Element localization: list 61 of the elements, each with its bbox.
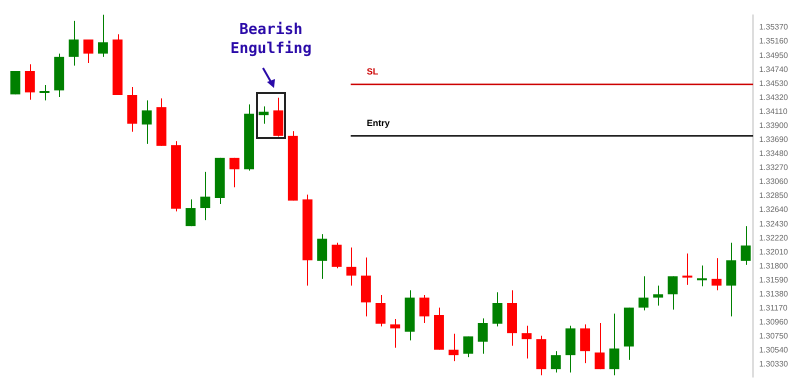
y-tick-label: 1.32010	[759, 247, 789, 256]
y-tick-label: 1.30960	[759, 318, 789, 327]
y-tick-label: 1.34950	[759, 50, 789, 60]
candlestick	[463, 336, 474, 358]
candlestick	[419, 294, 430, 324]
y-tick-label: 1.35370	[759, 22, 789, 32]
candlestick	[594, 322, 605, 370]
candlestick	[258, 106, 269, 124]
y-tick-label: 1.35160	[759, 36, 789, 46]
candlestick	[609, 313, 620, 376]
annotation: Bearish Engulfing	[229, 20, 313, 58]
candlestick	[682, 253, 692, 286]
candlestick	[10, 70, 20, 95]
candlestick	[522, 325, 532, 359]
candlestick	[492, 292, 502, 327]
y-tick-label: 1.31800	[759, 261, 789, 270]
candlestick	[317, 234, 328, 280]
y-tick-label: 1.33900	[759, 120, 789, 130]
candlestick	[390, 318, 400, 348]
ref-line-label: Entry	[366, 118, 390, 128]
candlestick	[668, 276, 678, 310]
candlestick	[68, 20, 79, 66]
y-tick-label: 1.34530	[759, 78, 789, 88]
y-tick-label: 1.31380	[759, 289, 789, 298]
y-tick-label: 1.34110	[759, 106, 788, 116]
candlestick	[229, 157, 240, 188]
y-tick-label: 1.30330	[759, 360, 789, 369]
candlestick	[142, 100, 152, 144]
y-tick-label: 1.33480	[759, 149, 789, 158]
ref-line-label: SL	[366, 66, 379, 76]
candlestick	[83, 39, 94, 64]
candlestick	[40, 84, 50, 101]
candlestick	[478, 318, 488, 354]
candlestick	[24, 64, 35, 100]
candlestick	[448, 333, 459, 362]
y-tick-label: 1.32220	[759, 233, 789, 242]
y-tick-label: 1.33270	[759, 163, 789, 172]
candlestick	[550, 350, 561, 374]
y-tick-label: 1.30750	[759, 332, 789, 341]
y-tick-label: 1.32430	[759, 219, 789, 228]
y-tick-label: 1.30540	[759, 346, 789, 355]
candlestick	[346, 246, 356, 286]
y-tick-label: 1.31170	[759, 304, 788, 313]
candlestick	[332, 242, 342, 269]
y-tick-label: 1.34740	[759, 64, 789, 74]
y-tick-label: 1.33690	[759, 135, 789, 144]
candlestick	[580, 324, 590, 364]
y-tick-label: 1.34320	[759, 92, 789, 102]
y-tick-label: 1.32640	[759, 205, 789, 214]
candlestick	[186, 198, 196, 227]
candlestick	[740, 226, 751, 266]
y-tick-label: 1.33060	[759, 177, 789, 186]
y-tick-label: 1.31590	[759, 275, 789, 284]
candlestick	[638, 276, 648, 311]
candlestick	[98, 14, 108, 58]
candlestick	[653, 285, 664, 306]
candlestick	[696, 265, 707, 287]
candlestick	[376, 294, 386, 327]
candlestick	[200, 171, 210, 221]
y-tick-label: 1.32850	[759, 191, 789, 200]
candlestick	[712, 258, 722, 291]
